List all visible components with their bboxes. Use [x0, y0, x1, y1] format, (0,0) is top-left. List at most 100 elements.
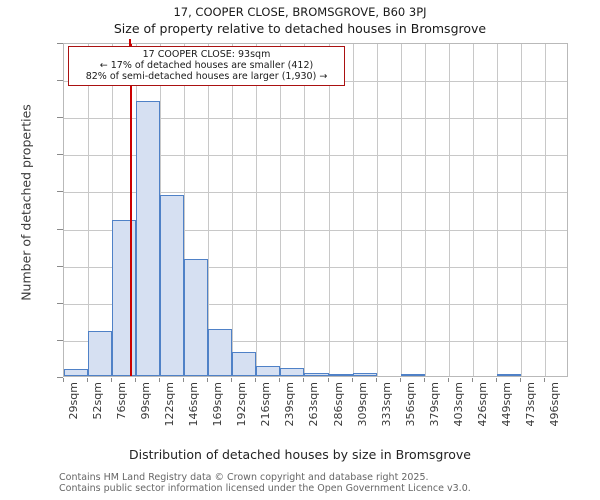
x-gridline [88, 44, 90, 376]
chart-title-block: 17, COOPER CLOSE, BROMSGROVE, B60 3PJ Si… [0, 4, 600, 38]
y-gridline [64, 303, 567, 305]
x-axis-tick-mark [399, 378, 401, 382]
histogram-bar [304, 372, 329, 376]
x-gridline [424, 44, 426, 376]
x-axis-tick-mark [111, 378, 113, 382]
histogram-bar [400, 374, 425, 376]
x-gridline [256, 44, 258, 376]
property-size-marker-line [129, 44, 132, 376]
x-axis-tick-label: 99sqm [139, 382, 153, 420]
page-title: 17, COOPER CLOSE, BROMSGROVE, B60 3PJ [173, 5, 427, 19]
x-axis-tick-mark [447, 378, 449, 382]
property-size-marker-tip [128, 39, 131, 47]
footer-attribution: Contains HM Land Registry data © Crown c… [59, 472, 579, 494]
x-axis-tick-mark [495, 378, 497, 382]
y-gridline [64, 118, 567, 120]
histogram-bar [136, 101, 161, 376]
histogram-bar [256, 365, 281, 376]
x-axis-tick-label: 356sqm [403, 382, 417, 427]
x-axis-tick-label: 286sqm [331, 382, 345, 427]
y-axis-tick-mark [57, 339, 63, 341]
x-axis-tick-label: 333sqm [379, 382, 393, 427]
x-gridline [352, 44, 354, 376]
x-axis-tick-label: 263sqm [307, 382, 321, 427]
x-axis-tick-label: 169sqm [211, 382, 225, 427]
x-axis-tick-mark [279, 378, 281, 382]
y-axis-tick-mark [57, 80, 63, 82]
x-axis-tick-mark [471, 378, 473, 382]
x-axis-tick-label: 52sqm [91, 382, 105, 420]
x-axis-tick-mark [63, 378, 64, 382]
y-gridline [64, 229, 567, 231]
x-axis-tick-mark [87, 378, 89, 382]
y-axis-tick-mark [57, 302, 63, 304]
x-gridline [304, 44, 306, 376]
y-axis-tick-mark [57, 377, 63, 378]
y-gridline [64, 340, 567, 342]
y-axis-tick-mark [57, 228, 63, 230]
x-axis-tick-label: 379sqm [427, 382, 441, 427]
x-axis-tick-mark [183, 378, 185, 382]
x-axis-tick-label: 122sqm [163, 382, 177, 427]
x-axis-tick-label: 403sqm [451, 382, 465, 427]
x-gridline [520, 44, 522, 376]
x-axis-tick-label: 239sqm [283, 382, 297, 427]
x-axis-tick-mark [351, 378, 353, 382]
x-axis-tick-mark [207, 378, 209, 382]
annotation-line-larger: 82% of semi-detached houses are larger (… [85, 71, 328, 82]
x-axis-tick-label: 192sqm [235, 382, 249, 427]
y-axis-tick-mark [57, 117, 63, 119]
x-axis-tick-mark [135, 378, 137, 382]
x-axis-tick-label: 76sqm [115, 382, 129, 420]
histogram-bar [280, 367, 305, 376]
histogram-bar [160, 194, 185, 376]
footer-line-1: Contains HM Land Registry data © Crown c… [59, 472, 429, 483]
x-gridline [208, 44, 210, 376]
y-axis-tick-mark [57, 43, 63, 44]
x-axis-tick-label: 29sqm [67, 382, 80, 420]
y-gridline [64, 192, 567, 194]
plot-area [63, 43, 568, 377]
histogram-bar [64, 369, 89, 376]
x-axis-tick-mark [519, 378, 521, 382]
histogram-bar [328, 374, 353, 376]
x-axis-tick-label: 449sqm [499, 382, 513, 427]
x-axis-tick-mark [231, 378, 233, 382]
chart-subtitle: Size of property relative to detached ho… [113, 21, 487, 36]
histogram-bar [112, 220, 137, 376]
x-axis-tick-mark [543, 378, 545, 382]
y-gridline [64, 155, 567, 157]
x-axis-tick-mark [303, 378, 305, 382]
x-gridline [232, 44, 234, 376]
histogram-bar [496, 374, 521, 376]
x-gridline [184, 44, 186, 376]
x-axis-title: Distribution of detached houses by size … [129, 447, 471, 462]
histogram-bar [208, 328, 233, 376]
y-axis-title: Number of detached properties [18, 104, 34, 301]
x-gridline [280, 44, 282, 376]
x-gridline [328, 44, 330, 376]
histogram-bar [88, 330, 113, 376]
y-gridline [64, 266, 567, 268]
x-gridline [472, 44, 474, 376]
x-gridline [376, 44, 378, 376]
x-gridline [544, 44, 546, 376]
x-axis-tick-mark [255, 378, 257, 382]
x-axis-tick-label: 496sqm [547, 382, 561, 427]
x-gridline [448, 44, 450, 376]
histogram-bar [184, 258, 209, 376]
x-gridline [496, 44, 498, 376]
x-axis-tick-label: 146sqm [187, 382, 201, 427]
x-axis-tick-mark [375, 378, 377, 382]
footer-line-2: Contains public sector information licen… [59, 483, 471, 494]
histogram-bar [352, 373, 377, 376]
x-axis-tick-mark [327, 378, 329, 382]
y-axis-tick-mark [57, 265, 63, 267]
y-axis-tick-mark [57, 191, 63, 193]
annotation-line-title: 17 COOPER CLOSE: 93sqm [142, 49, 271, 60]
x-gridline [112, 44, 114, 376]
annotation-line-smaller: ← 17% of detached houses are smaller (41… [99, 60, 314, 71]
property-annotation-box: 17 COOPER CLOSE: 93sqm ← 17% of detached… [68, 46, 345, 86]
x-axis-tick-label: 309sqm [355, 382, 369, 427]
